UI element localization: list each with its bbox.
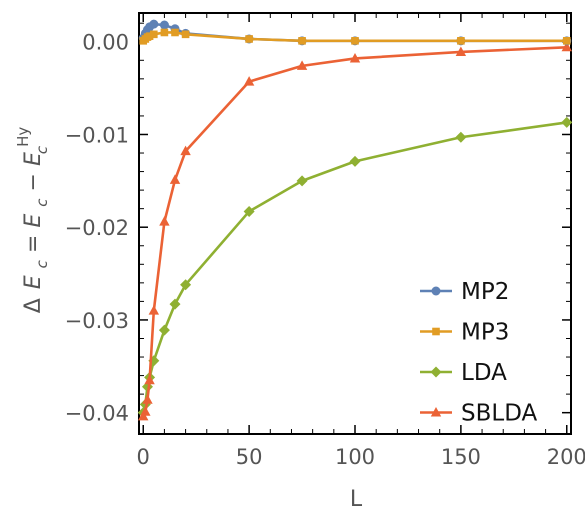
data-point-sblda bbox=[148, 305, 160, 315]
data-point-mp3 bbox=[562, 37, 571, 45]
data-point-sblda bbox=[349, 52, 361, 63]
data-point-mp3 bbox=[145, 32, 154, 40]
data-point-mp2 bbox=[149, 19, 159, 29]
series-layer bbox=[137, 19, 573, 421]
y-tick-label: −0.03 bbox=[65, 309, 129, 333]
legend: MP2 MP3 LDA SBLDA bbox=[420, 279, 537, 427]
data-point-lda bbox=[169, 298, 181, 310]
data-point-mp3 bbox=[160, 28, 169, 37]
data-point-mp3 bbox=[245, 35, 253, 43]
data-point-sblda bbox=[159, 216, 170, 226]
data-point-mp2 bbox=[159, 20, 169, 30]
x-tick-label: 150 bbox=[441, 445, 481, 469]
legend-item-sblda: SBLDA bbox=[420, 401, 537, 427]
legend-label: MP2 bbox=[461, 279, 509, 305]
data-point-mp3 bbox=[181, 30, 190, 39]
data-point-sblda bbox=[140, 406, 151, 416]
legend-label: SBLDA bbox=[461, 401, 537, 427]
series-lda bbox=[137, 116, 573, 419]
x-axis-title: L bbox=[350, 487, 363, 512]
legend-label: LDA bbox=[461, 360, 507, 386]
legend-item-mp2: MP2 bbox=[420, 279, 509, 305]
data-point-lda bbox=[296, 175, 308, 187]
data-point-sblda bbox=[169, 174, 181, 184]
y-axis-title: Δ E c = E c − E c Hy bbox=[14, 127, 53, 314]
data-point-lda bbox=[455, 131, 467, 143]
data-point-lda bbox=[158, 324, 170, 336]
y-tick-label: −0.02 bbox=[65, 216, 129, 240]
series-mp3 bbox=[139, 28, 571, 45]
data-point-sblda bbox=[144, 374, 155, 385]
data-point-sblda bbox=[142, 394, 153, 404]
x-tick-label: 200 bbox=[547, 445, 585, 469]
x-axis-ticks: 0 50 100 150 200 bbox=[137, 13, 585, 469]
data-point-lda bbox=[349, 155, 361, 167]
legend-item-lda: LDA bbox=[420, 360, 507, 386]
data-point-lda bbox=[561, 116, 573, 128]
series-sblda bbox=[138, 41, 572, 421]
legend-item-mp3: MP3 bbox=[420, 320, 509, 346]
data-point-lda bbox=[180, 279, 192, 291]
data-point-mp3 bbox=[351, 37, 359, 45]
y-tick-label: −0.04 bbox=[65, 402, 129, 426]
legend-label: MP3 bbox=[461, 320, 509, 346]
data-point-lda bbox=[243, 205, 255, 217]
y-axis-ticks: 0.00 −0.01 −0.02 −0.03 −0.04 bbox=[65, 22, 571, 426]
data-point-sblda bbox=[243, 76, 255, 86]
legend-swatch-marker bbox=[430, 407, 442, 417]
y-tick-label: −0.01 bbox=[65, 123, 129, 147]
data-point-mp3 bbox=[150, 30, 158, 39]
data-point-mp3 bbox=[171, 28, 179, 37]
legend-swatch-marker bbox=[431, 286, 441, 296]
data-point-sblda bbox=[296, 60, 308, 70]
data-point-sblda bbox=[180, 145, 191, 156]
x-tick-label: 100 bbox=[335, 445, 375, 469]
data-point-sblda bbox=[561, 41, 572, 52]
legend-swatch-marker bbox=[430, 366, 442, 378]
legend-swatch-marker bbox=[432, 327, 440, 336]
x-tick-label: 50 bbox=[236, 445, 263, 469]
y-tick-label: 0.00 bbox=[82, 31, 129, 55]
x-tick-label: 0 bbox=[137, 445, 150, 469]
data-point-mp3 bbox=[457, 37, 465, 45]
data-point-sblda bbox=[455, 46, 467, 56]
data-point-mp3 bbox=[298, 37, 306, 45]
